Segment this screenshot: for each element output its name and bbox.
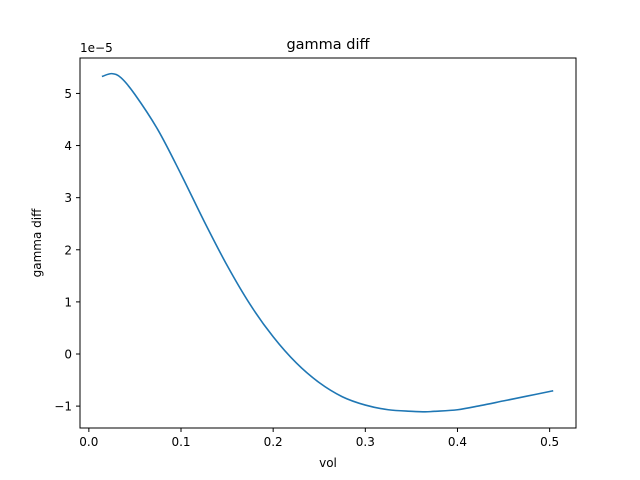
y-tick-label: 2: [64, 243, 72, 257]
y-axis-label: gamma diff: [30, 208, 44, 277]
y-tick-label: −1: [54, 400, 72, 414]
y-tick-label: 4: [64, 139, 72, 153]
y-tick-label: 5: [64, 87, 72, 101]
y-axis: −1 0 1 2 3 4 5: [54, 87, 80, 414]
x-axis-label: vol: [319, 456, 337, 470]
axes-frame: [79, 57, 577, 429]
x-tick-label: 0.0: [79, 435, 98, 449]
y-axis-offset-label: 1e−5: [80, 41, 113, 55]
x-tick-label: 0.1: [171, 435, 190, 449]
x-axis: 0.0 0.1 0.2 0.3 0.4 0.5: [79, 428, 559, 449]
x-tick-label: 0.3: [356, 435, 375, 449]
y-tick-label: 0: [64, 348, 72, 362]
chart-title: gamma diff: [286, 37, 370, 53]
y-tick-label: 3: [64, 191, 72, 205]
x-tick-label: 0.2: [264, 435, 283, 449]
series-line: [101, 72, 554, 413]
x-tick-label: 0.4: [448, 435, 467, 449]
y-tick-label: 1: [64, 295, 72, 309]
plot-area: [101, 72, 554, 413]
x-tick-label: 0.5: [540, 435, 559, 449]
